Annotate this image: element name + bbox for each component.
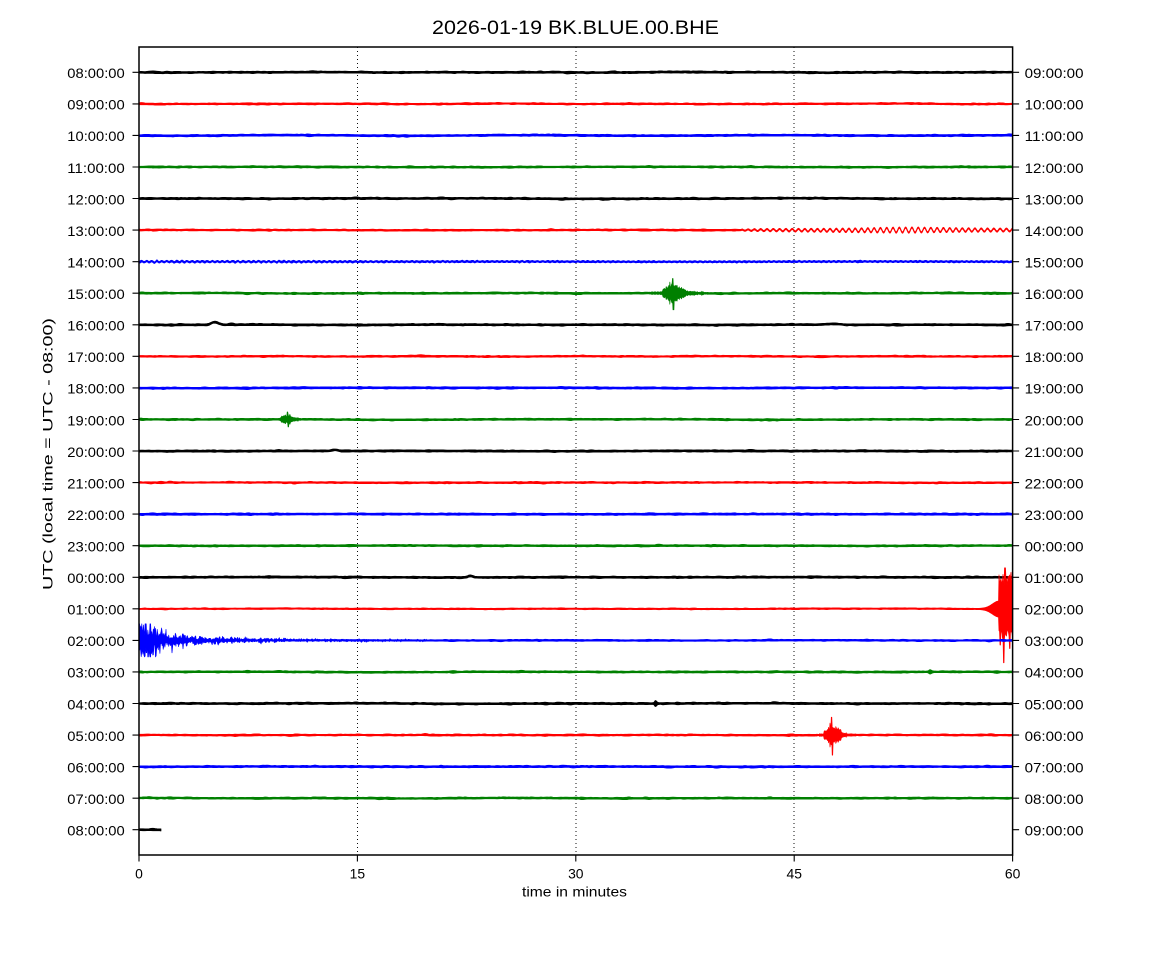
svg-text:08:00:00: 08:00:00	[67, 824, 125, 839]
svg-text:00:00:00: 00:00:00	[1025, 540, 1084, 555]
svg-text:45: 45	[786, 866, 802, 882]
svg-text:07:00:00: 07:00:00	[1025, 760, 1084, 775]
svg-text:19:00:00: 19:00:00	[1025, 382, 1084, 397]
svg-text:06:00:00: 06:00:00	[67, 760, 125, 775]
svg-text:03:00:00: 03:00:00	[67, 666, 125, 681]
svg-text:14:00:00: 14:00:00	[1025, 224, 1084, 239]
svg-text:10:00:00: 10:00:00	[67, 129, 125, 144]
svg-text:22:00:00: 22:00:00	[1025, 476, 1084, 491]
svg-text:12:00:00: 12:00:00	[67, 192, 125, 207]
svg-text:09:00:00: 09:00:00	[67, 98, 125, 113]
svg-text:14:00:00: 14:00:00	[67, 256, 125, 271]
svg-text:15:00:00: 15:00:00	[1025, 256, 1084, 271]
svg-text:20:00:00: 20:00:00	[67, 445, 125, 460]
svg-text:09:00:00: 09:00:00	[1025, 824, 1084, 839]
svg-text:60: 60	[1005, 866, 1021, 882]
svg-text:21:00:00: 21:00:00	[1025, 445, 1084, 460]
svg-text:01:00:00: 01:00:00	[1025, 571, 1084, 586]
svg-text:18:00:00: 18:00:00	[1025, 350, 1084, 365]
svg-text:22:00:00: 22:00:00	[67, 508, 125, 523]
svg-text:17:00:00: 17:00:00	[67, 350, 125, 365]
svg-text:15: 15	[350, 866, 366, 882]
svg-text:03:00:00: 03:00:00	[1025, 634, 1084, 649]
svg-text:08:00:00: 08:00:00	[1025, 792, 1084, 807]
svg-text:11:00:00: 11:00:00	[67, 161, 125, 176]
svg-text:12:00:00: 12:00:00	[1025, 161, 1084, 176]
svg-text:02:00:00: 02:00:00	[1025, 603, 1084, 618]
svg-text:UTC (local time = UTC - 08:00): UTC (local time = UTC - 08:00)	[40, 318, 56, 590]
svg-text:16:00:00: 16:00:00	[1025, 287, 1084, 302]
svg-text:17:00:00: 17:00:00	[1025, 319, 1084, 334]
svg-text:20:00:00: 20:00:00	[1025, 413, 1084, 428]
svg-text:04:00:00: 04:00:00	[1025, 666, 1084, 681]
svg-text:04:00:00: 04:00:00	[67, 697, 125, 712]
svg-text:time in minutes: time in minutes	[522, 884, 627, 900]
svg-text:2026-01-19 BK.BLUE.00.BHE: 2026-01-19 BK.BLUE.00.BHE	[432, 18, 719, 39]
svg-text:09:00:00: 09:00:00	[1025, 66, 1084, 81]
svg-text:02:00:00: 02:00:00	[67, 634, 125, 649]
svg-text:05:00:00: 05:00:00	[1025, 697, 1084, 712]
svg-text:15:00:00: 15:00:00	[67, 287, 125, 302]
svg-text:0: 0	[135, 866, 143, 882]
svg-text:06:00:00: 06:00:00	[1025, 729, 1084, 744]
svg-text:21:00:00: 21:00:00	[67, 476, 125, 491]
svg-text:13:00:00: 13:00:00	[1025, 192, 1084, 207]
svg-text:01:00:00: 01:00:00	[67, 603, 125, 618]
svg-text:23:00:00: 23:00:00	[1025, 508, 1084, 523]
svg-text:30: 30	[568, 866, 584, 882]
svg-text:00:00:00: 00:00:00	[67, 571, 125, 586]
svg-text:16:00:00: 16:00:00	[67, 319, 125, 334]
svg-text:13:00:00: 13:00:00	[67, 224, 125, 239]
svg-text:19:00:00: 19:00:00	[67, 413, 125, 428]
svg-text:18:00:00: 18:00:00	[67, 382, 125, 397]
svg-text:07:00:00: 07:00:00	[67, 792, 125, 807]
svg-text:10:00:00: 10:00:00	[1025, 98, 1084, 113]
svg-text:05:00:00: 05:00:00	[67, 729, 125, 744]
svg-text:11:00:00: 11:00:00	[1025, 129, 1084, 144]
svg-text:08:00:00: 08:00:00	[67, 66, 125, 81]
svg-text:23:00:00: 23:00:00	[67, 540, 125, 555]
